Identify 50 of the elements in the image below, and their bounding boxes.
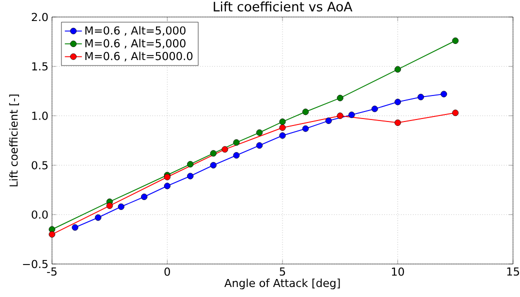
point: [418, 94, 424, 100]
point: [187, 172, 194, 180]
y-tick-label: 1.0: [32, 112, 48, 120]
point: [118, 203, 124, 210]
point: [164, 182, 170, 190]
y-tick-label: 1.5: [32, 62, 48, 70]
x-tick-label: 0: [164, 268, 170, 276]
point: [279, 132, 286, 139]
point: [256, 129, 263, 136]
point: [72, 224, 78, 231]
x-tick-label: -5: [47, 268, 57, 276]
point: [106, 202, 113, 209]
point: [325, 118, 332, 124]
point: [302, 125, 309, 132]
point: [233, 139, 240, 146]
y-tick-label: 2.0: [32, 12, 48, 22]
point: [48, 231, 56, 238]
point: [210, 150, 217, 157]
x-tick-label: 15: [507, 268, 520, 276]
point: [302, 108, 309, 116]
point: [187, 161, 194, 168]
point: [452, 38, 459, 44]
point: [394, 98, 401, 106]
x-axis-title: Angle of Attack [deg]: [224, 278, 340, 290]
point: [336, 112, 344, 119]
point: [210, 162, 217, 168]
point: [256, 142, 263, 149]
point: [440, 90, 448, 98]
x-tick-label: 5: [280, 268, 286, 276]
point: [94, 214, 102, 221]
y-tick-label: 0.0: [32, 210, 48, 219]
chart-title: Lift coefficient vs AoA: [214, 1, 352, 12]
y-axis-title: Lift coefficient [-]: [9, 94, 20, 186]
legend-label: M=0.6 , Alt=5000.0: [85, 52, 192, 62]
point: [279, 124, 286, 131]
point: [141, 194, 148, 200]
legend-label: M=0.6 , Alt=5,000: [85, 26, 186, 36]
point: [233, 152, 240, 159]
legend-label: M=0.6 , Alt=5,000: [85, 38, 186, 49]
point: [222, 146, 228, 153]
point: [394, 120, 401, 126]
point: [336, 94, 344, 102]
point: [372, 106, 378, 112]
x-tick-label: 10: [392, 268, 404, 276]
point: [279, 118, 286, 125]
y-tick-label: −0.5: [23, 260, 48, 268]
point: [452, 110, 459, 116]
point: [394, 66, 401, 73]
point: [348, 112, 355, 118]
y-tick-label: 0.5: [32, 161, 48, 170]
